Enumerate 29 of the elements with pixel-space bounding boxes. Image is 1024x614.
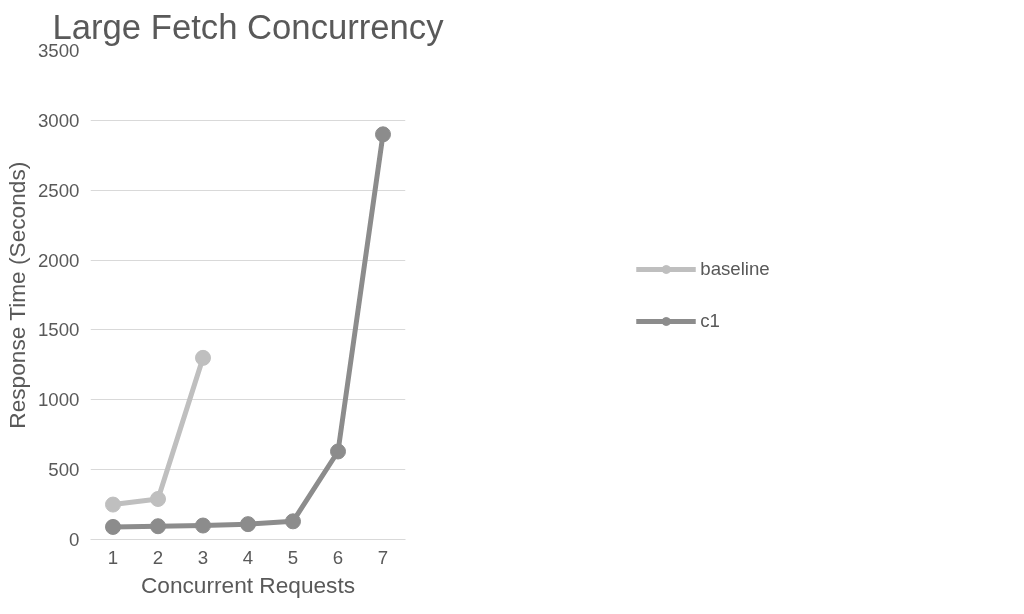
- point: [150, 491, 166, 507]
- x-tick-label: 1: [107, 546, 119, 568]
- y-tick-label: 2500: [38, 179, 80, 201]
- point: [150, 518, 166, 535]
- x-axis-title: Concurrent Requests: [140, 571, 356, 598]
- point: [330, 443, 346, 460]
- point: [105, 496, 121, 513]
- y-tick-label: 0: [69, 529, 80, 550]
- legend-label: baseline: [700, 257, 770, 280]
- x-tick-label: 2: [152, 546, 164, 568]
- point: [195, 517, 211, 534]
- y-axis-title: Response Time (Seconds): [4, 161, 30, 429]
- point: [240, 516, 256, 533]
- point: [105, 518, 121, 535]
- point: [375, 126, 391, 143]
- y-tick-label: 1000: [38, 389, 80, 411]
- x-tick-label: 7: [377, 546, 389, 568]
- x-tick-label: 6: [332, 546, 344, 568]
- x-tick-label: 3: [197, 546, 209, 568]
- x-tick-label: 5: [287, 546, 299, 568]
- y-tick-label: 500: [48, 459, 80, 481]
- x-tick-label: 4: [242, 546, 254, 568]
- y-tick-label: 1500: [38, 319, 80, 341]
- y-tick-label: 3000: [38, 109, 80, 131]
- point: [285, 513, 301, 530]
- legend-label: c1: [700, 309, 721, 332]
- y-tick-label: 3500: [38, 40, 80, 61]
- y-tick-label: 2000: [38, 249, 80, 271]
- point: [195, 349, 211, 366]
